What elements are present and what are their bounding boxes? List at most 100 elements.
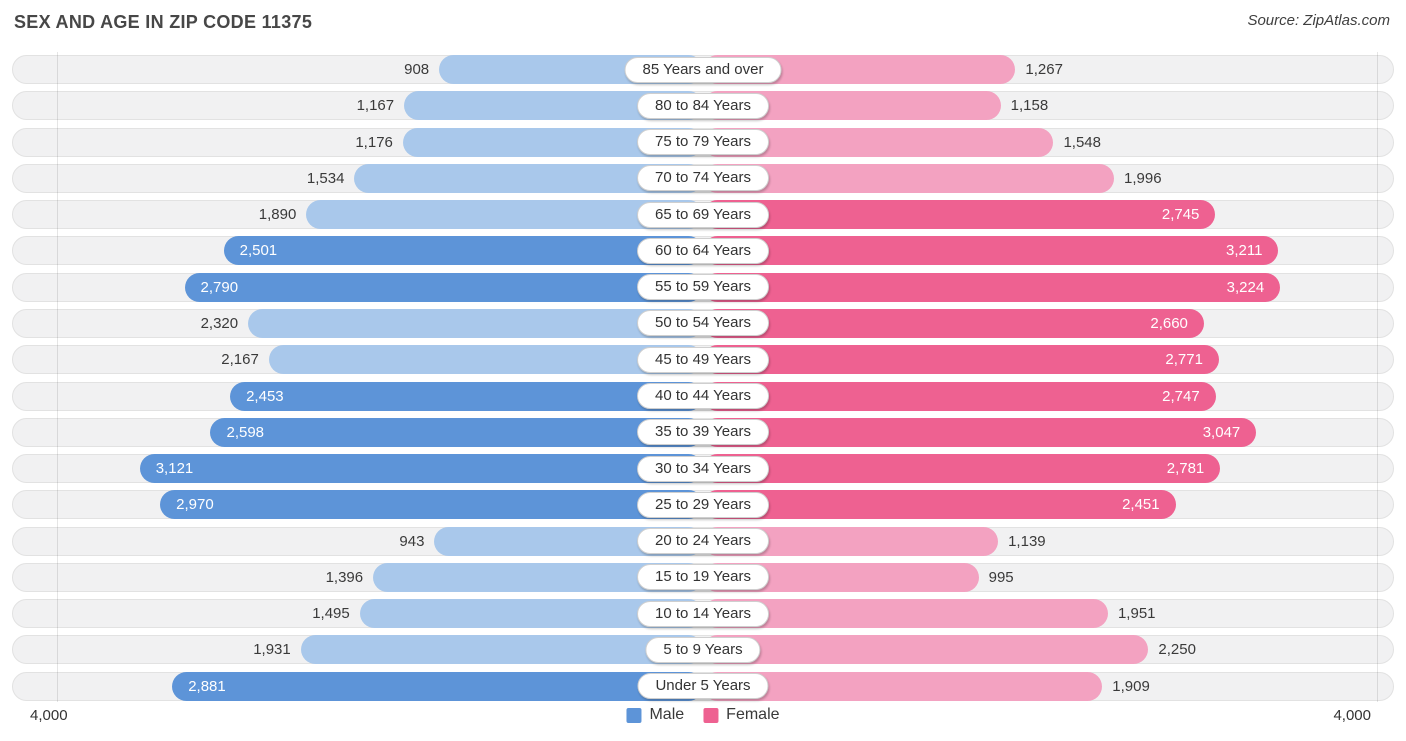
male-value-label: 1,167 [356,97,395,115]
age-label-pill: 70 to 74 Years [637,165,769,192]
female-value-label: 1,951 [1117,605,1156,623]
age-label-pill: Under 5 Years [637,673,769,700]
age-row: 908 1,267 85 Years and over [12,55,1394,84]
female-value-label: 2,250 [1158,641,1196,659]
female-value-label: 3,047 [1202,423,1241,441]
male-bar [300,635,703,665]
female-bar [703,236,1279,266]
female-bar [703,490,1176,520]
age-row: 2,453 2,747 40 to 44 Years [12,381,1394,411]
female-color-swatch [703,707,719,723]
female-bar [703,454,1221,484]
age-row: 2,790 3,224 55 to 59 Years [12,272,1394,302]
male-value-label: 2,453 [246,387,284,405]
age-row: 2,501 3,211 60 to 64 Years [12,236,1394,266]
axis-gridline-left [57,52,58,702]
female-value-label: 2,745 [1161,206,1200,224]
female-bar [703,163,1115,193]
age-row: 1,931 2,250 5 to 9 Years [12,635,1394,665]
male-value-label: 1,931 [253,641,291,659]
age-label-pill: 40 to 44 Years [637,383,769,410]
legend: Male Female [626,706,780,724]
age-row: 1,890 2,745 65 to 69 Years [12,200,1394,230]
age-label-pill: 50 to 54 Years [637,310,769,337]
plot-area: 908 1,267 85 Years and over 1,167 1,158 80 to… [12,55,1394,705]
male-bar [268,345,703,375]
male-color-swatch [626,707,642,723]
female-value-label: 2,660 [1150,314,1188,332]
chart-footer: 4,000 4,000 Male Female [0,703,1406,735]
age-label-pill: 85 Years and over [624,56,782,83]
male-bar [184,272,703,302]
age-label-pill: 35 to 39 Years [637,419,769,446]
age-label-pill: 60 to 64 Years [637,237,769,264]
age-label-pill: 25 to 29 Years [637,491,769,518]
female-value-label: 3,224 [1226,278,1265,296]
female-bar [703,272,1281,302]
female-bar [703,671,1103,701]
female-bar [703,599,1108,629]
female-bar [703,345,1219,375]
male-value-label: 2,790 [200,278,239,296]
female-value-label: 2,451 [1122,496,1160,514]
male-value-label: 943 [399,532,425,550]
male-value-label: 2,881 [188,677,226,695]
male-bar [230,381,703,411]
age-label-pill: 45 to 49 Years [637,346,769,373]
age-row: 1,495 1,951 10 to 14 Years [12,599,1394,629]
female-value-label: 1,139 [1008,532,1046,550]
age-label-pill: 30 to 34 Years [637,455,769,482]
age-row: 2,320 2,660 50 to 54 Years [12,308,1394,338]
male-bar [172,671,703,701]
age-row: 1,396 995 15 to 19 Years [12,562,1394,592]
legend-label-female: Female [726,706,780,723]
age-row: 2,881 1,909 Under 5 Years [12,671,1394,701]
male-value-label: 2,167 [221,351,259,369]
female-value-label: 1,996 [1124,169,1162,187]
age-row: 2,598 3,047 35 to 39 Years [12,417,1394,447]
legend-item-male: Male [626,706,684,724]
female-value-label: 1,267 [1025,61,1063,78]
legend-label-male: Male [649,706,685,723]
age-label-pill: 65 to 69 Years [637,201,769,228]
female-value-label: 1,909 [1112,677,1150,695]
age-row: 3,121 2,781 30 to 34 Years [12,454,1394,484]
age-row: 1,167 1,158 80 to 84 Years [12,91,1394,121]
female-bar [703,308,1204,338]
age-row: 1,176 1,548 75 to 79 Years [12,127,1394,157]
male-bar [210,417,703,447]
page-title: SEX AND AGE IN ZIP CODE 11375 [14,12,313,32]
age-label-pill: 75 to 79 Years [637,129,769,156]
female-value-label: 2,747 [1162,387,1200,405]
age-label-pill: 5 to 9 Years [645,636,761,663]
age-row: 2,167 2,771 45 to 49 Years [12,345,1394,375]
male-bar [248,308,703,338]
age-row: 943 1,139 20 to 24 Years [12,526,1394,556]
female-value-label: 995 [988,568,1014,586]
age-label-pill: 55 to 59 Years [637,274,769,301]
male-bar [160,490,703,520]
age-label-pill: 20 to 24 Years [637,528,769,555]
axis-max-label-right: 4,000 [1333,707,1371,724]
male-value-label: 2,501 [239,242,278,260]
age-label-pill: 15 to 19 Years [637,564,769,591]
male-value-label: 2,320 [200,314,239,332]
female-value-label: 1,548 [1063,133,1101,151]
female-bar [703,417,1257,447]
male-value-label: 1,534 [306,169,345,187]
male-value-label: 2,970 [176,496,214,514]
age-row: 2,970 2,451 25 to 29 Years [12,490,1394,520]
male-bar [139,454,703,484]
female-value-label: 2,771 [1165,351,1203,369]
female-bar [703,200,1216,230]
male-value-label: 1,396 [325,568,364,586]
female-value-label: 1,158 [1010,97,1049,115]
age-label-pill: 10 to 14 Years [637,600,769,627]
age-label-pill: 80 to 84 Years [637,92,769,119]
male-value-label: 1,890 [258,206,297,224]
axis-max-label-left: 4,000 [30,707,68,724]
female-bar [703,635,1149,665]
source-attribution: Source: ZipAtlas.com [1247,12,1390,29]
legend-item-female: Female [703,706,780,724]
